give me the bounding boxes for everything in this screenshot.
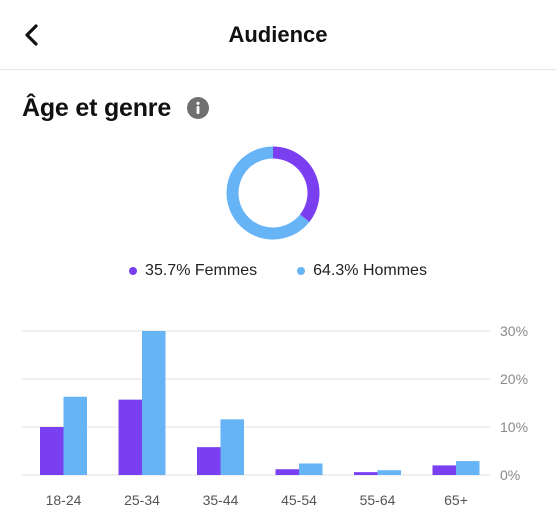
section-title: Âge et genre [22, 94, 172, 122]
header-bar: Audience [0, 0, 556, 70]
legend-female-dot [129, 267, 138, 275]
gender-legend: 35.7% Femmes 64.3% Hommes [0, 262, 556, 280]
info-icon[interactable] [187, 97, 209, 119]
bar-hommes-55-64 [377, 470, 401, 475]
bar-hommes-45-54 [299, 463, 323, 475]
y-tick-label: 10% [500, 419, 528, 435]
x-tick-label: 45-54 [281, 492, 317, 508]
legend-male: 64.3% Hommes [297, 262, 427, 280]
x-tick-label: 55-64 [360, 492, 396, 508]
bar-femmes-25-34 [118, 399, 142, 475]
donut-slice-hommes [226, 146, 310, 240]
legend-female-label: Femmes [194, 262, 258, 279]
y-tick-label: 30% [500, 323, 528, 339]
legend-female-pct: 35.7% [145, 262, 191, 279]
donut-slice-femmes [272, 146, 320, 222]
bar-femmes-35-44 [197, 447, 221, 475]
legend-male-dot [297, 267, 306, 275]
page-title: Audience [228, 22, 328, 47]
bar-femmes-18-24 [40, 427, 64, 475]
legend-female: 35.7% Femmes [129, 262, 257, 280]
x-tick-label: 65+ [444, 492, 468, 508]
bar-femmes-45-54 [275, 469, 299, 475]
bar-femmes-65+ [432, 465, 456, 475]
bar-hommes-65+ [456, 461, 480, 475]
legend-male-label: Hommes [362, 262, 427, 279]
back-button[interactable] [14, 19, 50, 51]
bar-hommes-25-34 [142, 331, 166, 475]
chevron-left-icon [25, 24, 38, 46]
gender-donut-chart [226, 146, 320, 240]
x-tick-label: 18-24 [46, 492, 82, 508]
legend-male-pct: 64.3% [313, 262, 359, 279]
age-gender-bar-chart: 0% 10% 20% 30% 18-24 25-34 35-44 45-54 55-64 65+ [22, 323, 528, 508]
bar-hommes-18-24 [63, 396, 87, 475]
bar-femmes-55-64 [354, 472, 378, 475]
x-tick-label: 35-44 [203, 492, 239, 508]
x-tick-label: 25-34 [124, 492, 160, 508]
y-tick-label: 20% [500, 371, 528, 387]
y-tick-label: 0% [500, 467, 520, 483]
bar-hommes-35-44 [220, 419, 244, 475]
